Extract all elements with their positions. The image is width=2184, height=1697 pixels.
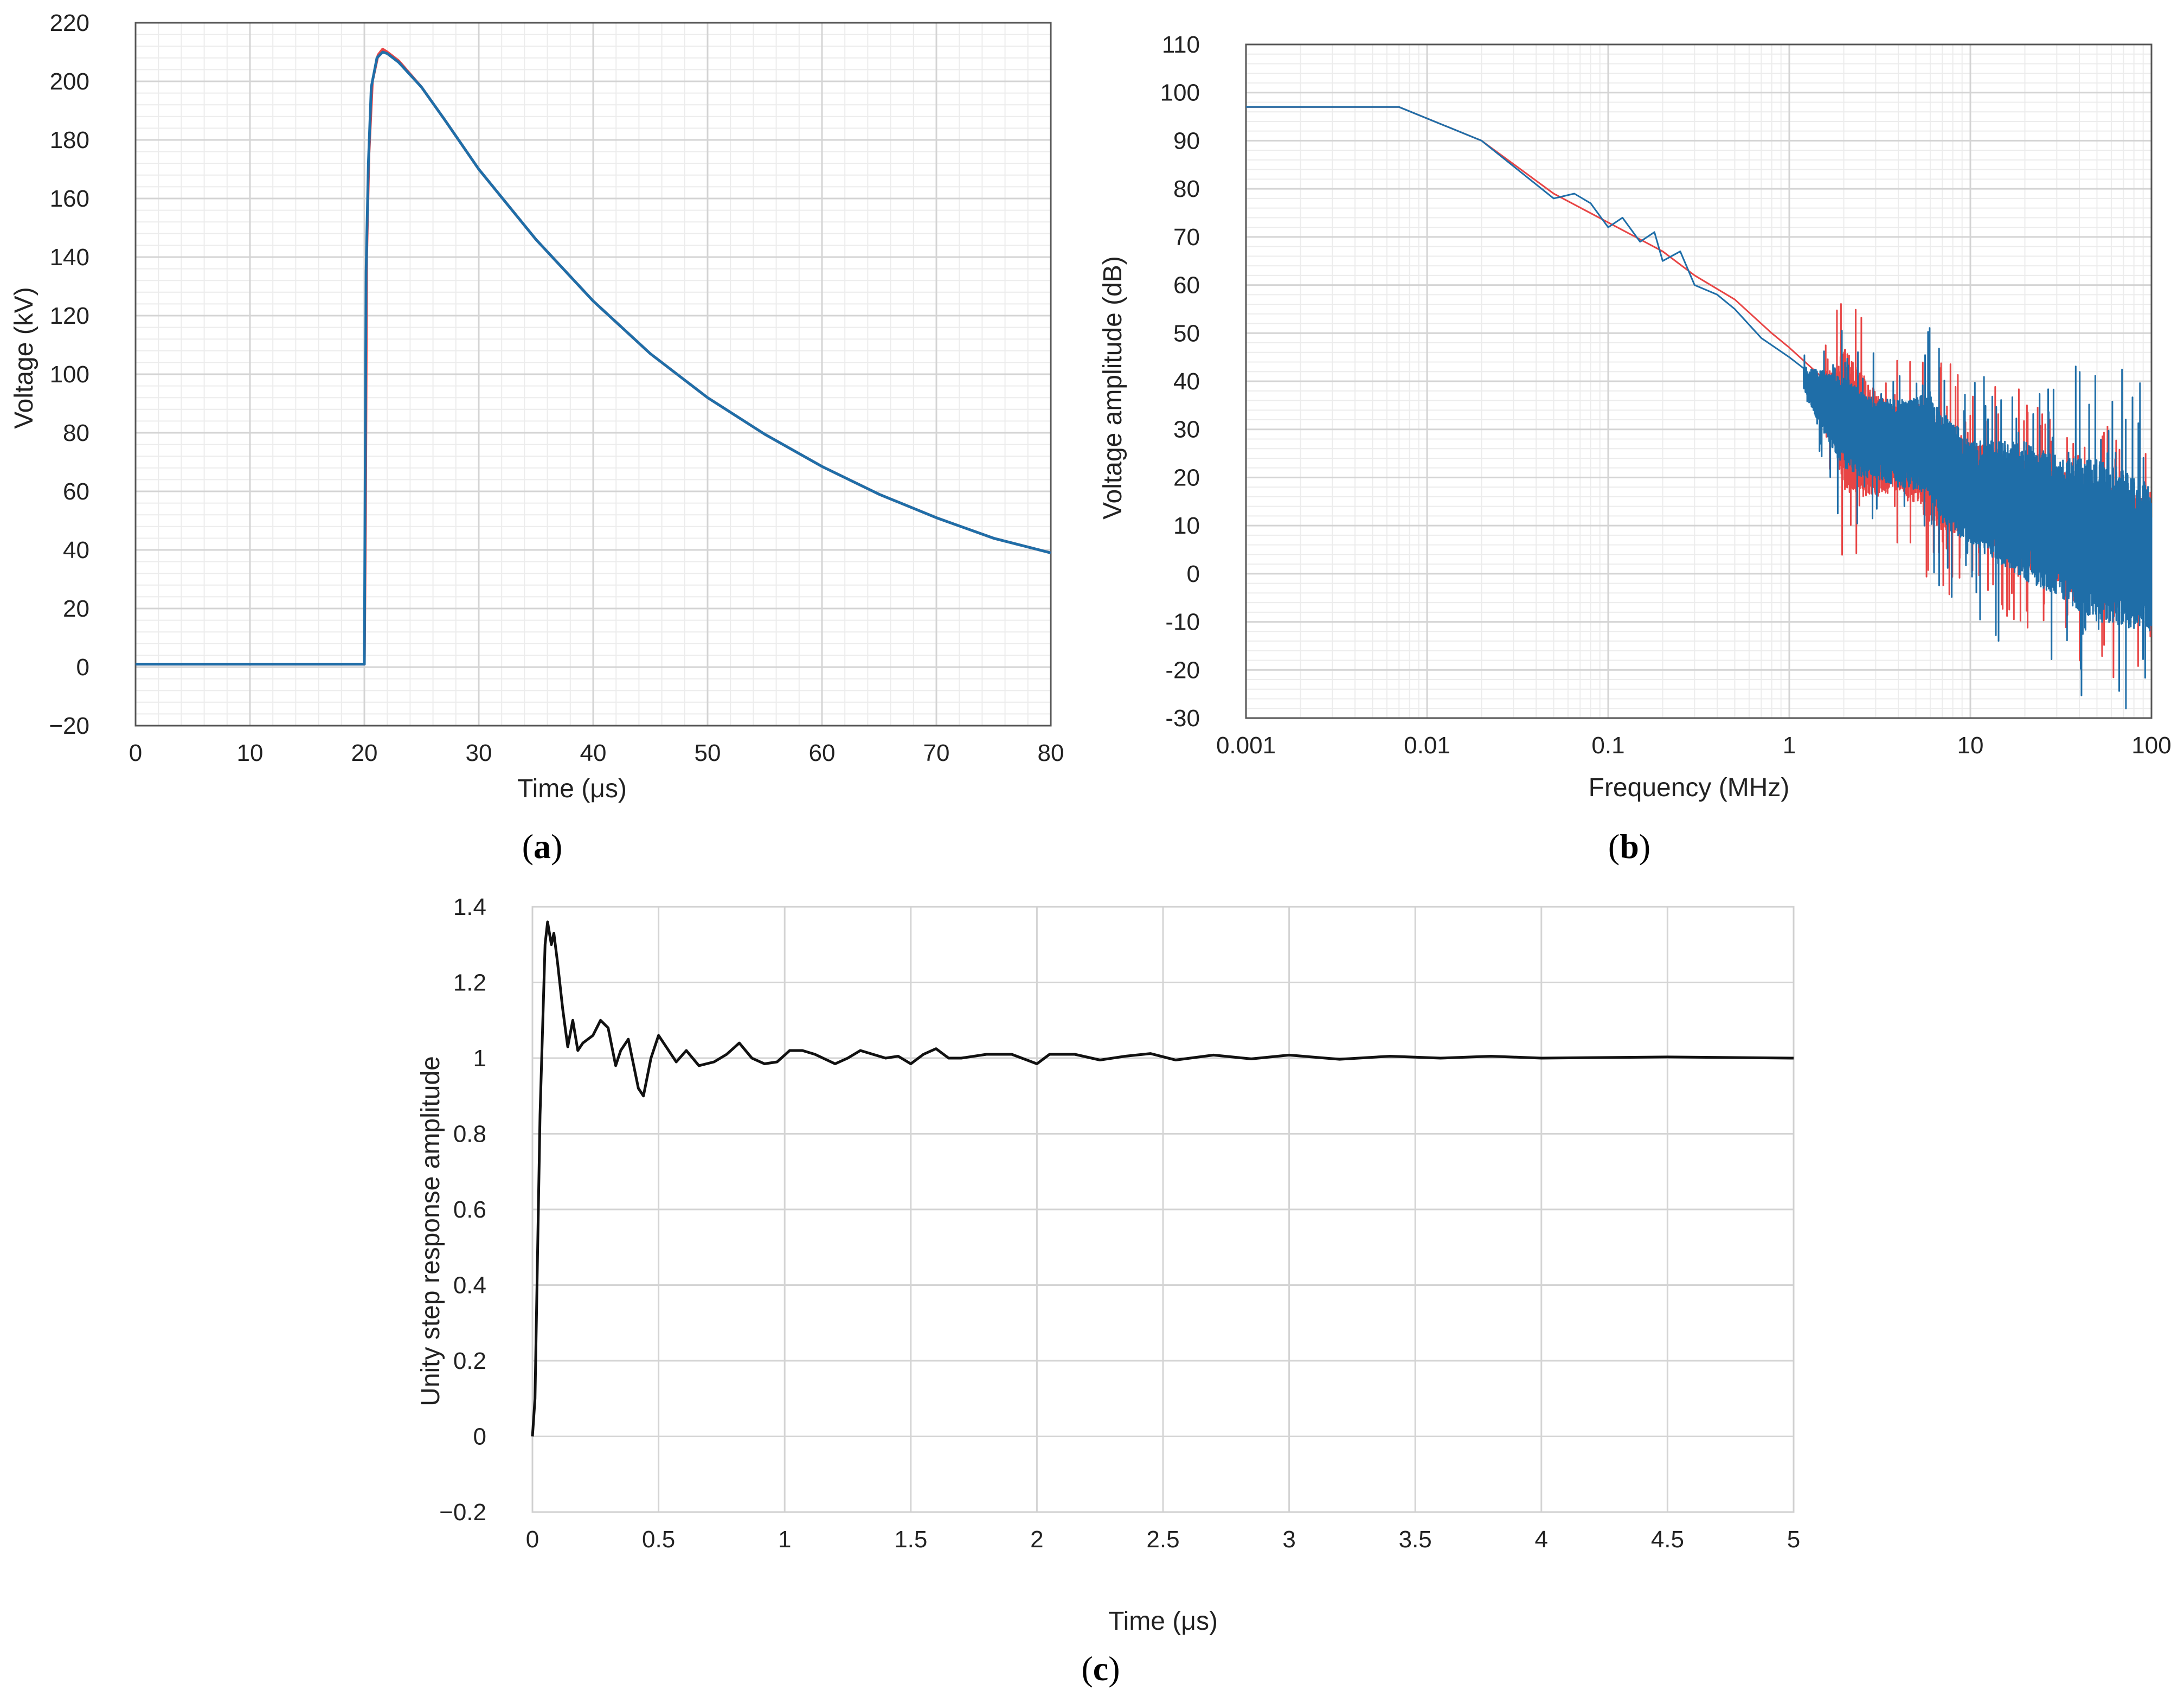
panel-b-y-axis-label: Voltage amplitude (dB) (1099, 256, 1127, 520)
panel-a-plot-frame (134, 22, 1052, 727)
panel-c-y-tick-label: 0 (473, 1424, 486, 1450)
panel-c-y-tick-label: 0.6 (453, 1196, 486, 1223)
panel-c-y-axis-label: Unity step response amplitude (416, 1056, 445, 1406)
panel-c-plot-frame (531, 906, 1795, 1513)
panel-c-y-ticks: −0.2 0 0.2 0.4 0.6 0.8 1 1.2 1.4 (439, 894, 486, 1526)
panel-b-y-tick-label: -20 (1165, 657, 1200, 683)
panel-c-x-tick-label: 4 (1535, 1526, 1548, 1553)
panel-a-x-tick-label: 60 (809, 740, 836, 766)
panel-a-y-tick-label: −20 (49, 713, 89, 739)
panel-b-y-tick-label: 70 (1173, 224, 1200, 251)
panel-c-label-letter: c (1093, 1649, 1108, 1688)
panel-b-y-tick-label: 30 (1173, 417, 1200, 443)
panel-c-label: (c) (1081, 1649, 1120, 1688)
panel-b-y-tick-label: -10 (1165, 609, 1200, 636)
panel-b-y-ticks: -30 -20 -10 0 10 20 30 40 50 60 70 80 90 100 110 (1160, 31, 1200, 732)
panel-c-x-tick-label: 3.5 (1399, 1526, 1432, 1553)
panel-c-x-tick-label: 5 (1787, 1526, 1800, 1553)
panel-a-y-axis-label: Voltage (kV) (10, 287, 38, 428)
panel-b-x-tick-label: 100 (2131, 732, 2171, 759)
panel-a-y-tick-label: 200 (50, 68, 89, 95)
panel-a-x-tick-label: 10 (237, 740, 264, 766)
panel-b-y-tick-label: 60 (1173, 272, 1200, 299)
panel-c-y-tick-label: 0.4 (453, 1272, 486, 1299)
panel-a-y-tick-label: 80 (63, 420, 89, 446)
panel-b-series-group (1246, 106, 2153, 709)
panel-a-x-tick-label: 20 (351, 740, 378, 766)
chart-panel-a: 0 10 20 30 40 50 60 70 80 −20 0 20 40 60 80 100 120 140 1… (10, 10, 1064, 866)
panel-b-major-grid (1245, 43, 2153, 719)
panel-a-y-tick-label: 20 (63, 595, 89, 622)
panel-c-y-tick-label: 0.8 (453, 1121, 486, 1148)
panel-a-y-ticks: −20 0 20 40 60 80 100 120 140 160 180 200 220 (49, 10, 89, 739)
panel-c-x-tick-label: 0.5 (642, 1526, 675, 1553)
panel-b-series-1-line (1246, 106, 2153, 678)
panel-b-label-letter: b (1620, 827, 1639, 866)
panel-c-y-tick-label: 1.4 (453, 894, 486, 920)
panel-c-y-tick-label: 1 (473, 1045, 486, 1072)
panel-b-x-tick-label: 10 (1957, 732, 1984, 759)
panel-b-x-tick-label: 0.001 (1216, 732, 1276, 759)
panel-b-x-tick-label: 1 (1783, 732, 1796, 759)
panel-c-y-tick-label: 0.2 (453, 1348, 486, 1374)
panel-a-y-tick-label: 160 (50, 185, 89, 212)
panel-b-y-tick-label: 20 (1173, 464, 1200, 491)
panel-b-y-tick-label: 50 (1173, 320, 1200, 347)
panel-c-major-grid (531, 906, 1795, 1513)
chart-panel-b: 0.001 0.01 0.1 1 10 100 -30-20-10010203040506… (1099, 31, 2172, 866)
panel-a-y-tick-label: 120 (50, 303, 89, 329)
panel-c-x-ticks: 0 0.5 1 1.5 2 2.5 3 3.5 4 4.5 5 (526, 1526, 1800, 1553)
panel-a-y-tick-label: 60 (63, 478, 89, 505)
panel-b-plot-frame (1245, 43, 2153, 719)
panel-c-x-axis-label: Time (μs) (1108, 1607, 1218, 1636)
panel-a-x-tick-label: 0 (129, 740, 142, 766)
panel-a-y-tick-label: 0 (76, 654, 89, 681)
panel-b-x-axis-label: Frequency (MHz) (1589, 773, 1790, 802)
panel-b-y-tick-label: 110 (1162, 31, 1200, 58)
panel-b-label: (b) (1608, 827, 1650, 866)
panel-b-y-tick-label: 0 (1187, 561, 1200, 587)
panel-c-y-tick-label: −0.2 (439, 1499, 486, 1526)
panel-c-x-tick-label: 0 (526, 1526, 539, 1553)
panel-b-y-tick-label: -30 (1165, 705, 1200, 732)
panel-b-y-tick-label: 90 (1173, 127, 1200, 154)
panel-b-y-tick-label: 100 (1160, 80, 1200, 106)
panel-a-y-tick-label: 180 (50, 127, 89, 153)
panel-b-x-tick-label: 0.01 (1404, 732, 1450, 759)
panel-a-series-group (136, 48, 1051, 666)
panel-b-x-ticks: 0.001 0.01 0.1 1 10 100 (1216, 732, 2172, 759)
panel-a-x-tick-label: 50 (695, 740, 721, 766)
panel-c-x-tick-label: 1.5 (894, 1526, 927, 1553)
panel-a-x-tick-label: 70 (923, 740, 950, 766)
panel-a-x-tick-label: 30 (466, 740, 492, 766)
panel-b-y-tick-label: 40 (1173, 368, 1200, 395)
panel-a-x-tick-label: 80 (1038, 740, 1064, 766)
panel-a-y-tick-label: 140 (50, 244, 89, 271)
panel-c-x-tick-label: 1 (778, 1526, 791, 1553)
chart-panel-c: 0 0.5 1 1.5 2 2.5 3 3.5 4 4.5 5 −0.2 0 0.2 0.4 0.6 0.8 1… (416, 894, 1800, 1688)
panel-a-label-letter: a (534, 827, 551, 866)
panel-a-y-tick-label: 100 (50, 361, 89, 388)
panel-a-x-tick-label: 40 (580, 740, 607, 766)
panel-a-series-2-line (136, 50, 1051, 666)
panel-a-y-tick-label: 220 (50, 10, 89, 36)
panel-c-y-tick-label: 1.2 (453, 970, 486, 996)
panel-c-x-tick-label: 2 (1030, 1526, 1043, 1553)
panel-c-series-group (531, 920, 1794, 1437)
panel-c-series-1-line (531, 920, 1794, 1437)
panel-c-x-tick-label: 2.5 (1146, 1526, 1179, 1553)
panel-a-y-tick-label: 40 (63, 537, 89, 563)
panel-b-x-tick-label: 0.1 (1591, 732, 1624, 759)
panel-c-x-tick-label: 3 (1282, 1526, 1295, 1553)
panel-b-y-tick-label: 10 (1173, 513, 1200, 539)
panel-a-label: (a) (522, 827, 563, 866)
panel-a-x-axis-label: Time (μs) (517, 774, 627, 803)
panel-b-y-tick-label: 80 (1173, 176, 1200, 202)
panel-b-series-2-line (1246, 106, 2153, 709)
panel-a-x-ticks: 0 10 20 30 40 50 60 70 80 (129, 740, 1064, 766)
panel-c-x-tick-label: 4.5 (1651, 1526, 1684, 1553)
